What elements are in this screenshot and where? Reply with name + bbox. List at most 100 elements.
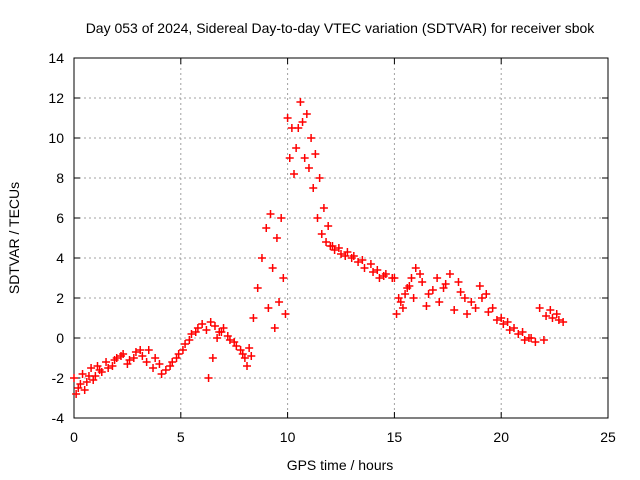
data-point [315,174,324,182]
data-point [450,306,459,314]
data-point [313,214,322,222]
data-point [89,376,98,384]
data-point [398,304,407,312]
y-tick-label: 14 [48,50,64,66]
data-point [97,368,106,376]
data-point [178,346,187,354]
data-point [319,204,328,212]
y-tick-label: -2 [52,370,65,386]
y-tick-label: 8 [56,170,64,186]
data-point [324,222,333,230]
data-point [268,264,277,272]
data-point [375,274,384,282]
y-axis-label: SDTVAR / TECUs [6,182,22,294]
data-point [559,318,568,326]
x-tick-label: 0 [70,429,78,445]
y-tick-label: 10 [48,130,64,146]
data-point [542,312,551,320]
y-tick-label: 4 [56,250,64,266]
data-point [238,350,247,358]
data-point [129,354,138,362]
data-point [172,354,181,362]
data-point [463,310,472,318]
data-point [307,134,316,142]
data-point [445,270,454,278]
data-point [202,326,211,334]
data-point [435,298,444,306]
x-axis-label: GPS time / hours [287,457,394,473]
data-point [401,290,410,298]
y-tick-label: 12 [48,90,64,106]
data-point [155,360,164,368]
x-tick-label: 25 [600,429,616,445]
data-point [392,310,401,318]
data-point [151,354,160,362]
data-point [72,390,81,398]
data-point [102,358,111,366]
data-point [123,360,132,368]
data-point [552,310,561,318]
data-point [283,114,292,122]
data-point [208,354,217,362]
data-point [247,352,256,360]
plot-frame [73,57,609,419]
data-point [554,316,563,324]
data-point [416,270,425,278]
data-point [499,320,508,328]
data-point [531,338,540,346]
x-tick-label: 10 [280,429,296,445]
x-tick-label: 5 [177,429,185,445]
data-point [264,304,273,312]
data-point [358,256,367,264]
data-point [484,308,493,316]
data-point [272,234,281,242]
data-point [433,274,442,282]
data-point [482,290,491,298]
y-tick-label: 0 [56,330,64,346]
data-point [441,280,450,288]
data-point [296,98,305,106]
data-point [456,288,465,296]
data-point [475,282,484,290]
data-point [409,294,418,302]
y-tick-label: 2 [56,290,64,306]
data-point [232,342,241,350]
data-point [298,118,307,126]
data-point [161,366,170,374]
data-point [304,164,313,172]
data-point [70,374,78,382]
data-point [279,274,288,282]
data-point [497,314,506,322]
data-point [185,336,194,344]
data-point [520,336,529,344]
data-point [548,314,557,322]
data-point [266,210,275,218]
data-point [82,378,91,386]
data-point [275,298,284,306]
data-point [181,340,190,348]
data-point [84,372,93,380]
data-point [460,294,469,302]
data-point [309,184,318,192]
data-point [245,344,254,352]
data-point [108,362,117,370]
data-point [311,150,320,158]
data-point [518,328,527,336]
data-point [277,214,286,222]
data-point [204,374,213,382]
data-point [210,322,219,330]
data-point [187,330,196,338]
data-point [510,324,519,332]
data-point [322,238,331,246]
data-point [334,244,343,252]
data-points [70,98,568,398]
data-point [418,278,427,286]
data-point [379,272,388,280]
data-point [535,304,544,312]
data-point [157,370,166,378]
data-point [257,254,266,262]
data-point [93,362,102,370]
data-point [198,320,207,328]
data-point [281,310,290,318]
data-point [467,298,476,306]
